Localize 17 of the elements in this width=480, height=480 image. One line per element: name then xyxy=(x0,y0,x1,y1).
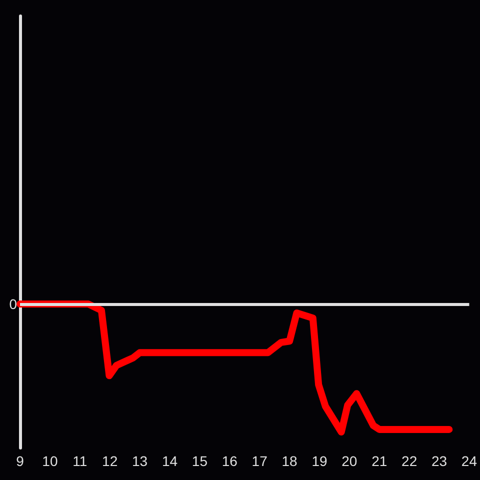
x-tick-label: 19 xyxy=(312,453,328,469)
x-tick-label: 14 xyxy=(162,453,178,469)
x-tick-label: 22 xyxy=(402,453,418,469)
x-tick-label: 12 xyxy=(102,453,118,469)
ref-line-label: 0 xyxy=(9,296,18,312)
x-tick-label: 15 xyxy=(192,453,208,469)
x-tick-label: 10 xyxy=(42,453,58,469)
x-tick-label: 21 xyxy=(372,453,388,469)
x-tick-label: 23 xyxy=(431,453,448,469)
x-tick-label: 17 xyxy=(252,453,268,469)
x-tick-label: 18 xyxy=(282,453,298,469)
x-tick-label: 20 xyxy=(342,453,358,469)
x-tick-label: 16 xyxy=(222,453,238,469)
x-tick-label: 11 xyxy=(72,453,88,469)
x-tick-label: 9 xyxy=(16,453,24,469)
x-tick-label: 24 xyxy=(461,453,478,469)
x-tick-label: 13 xyxy=(132,453,148,469)
